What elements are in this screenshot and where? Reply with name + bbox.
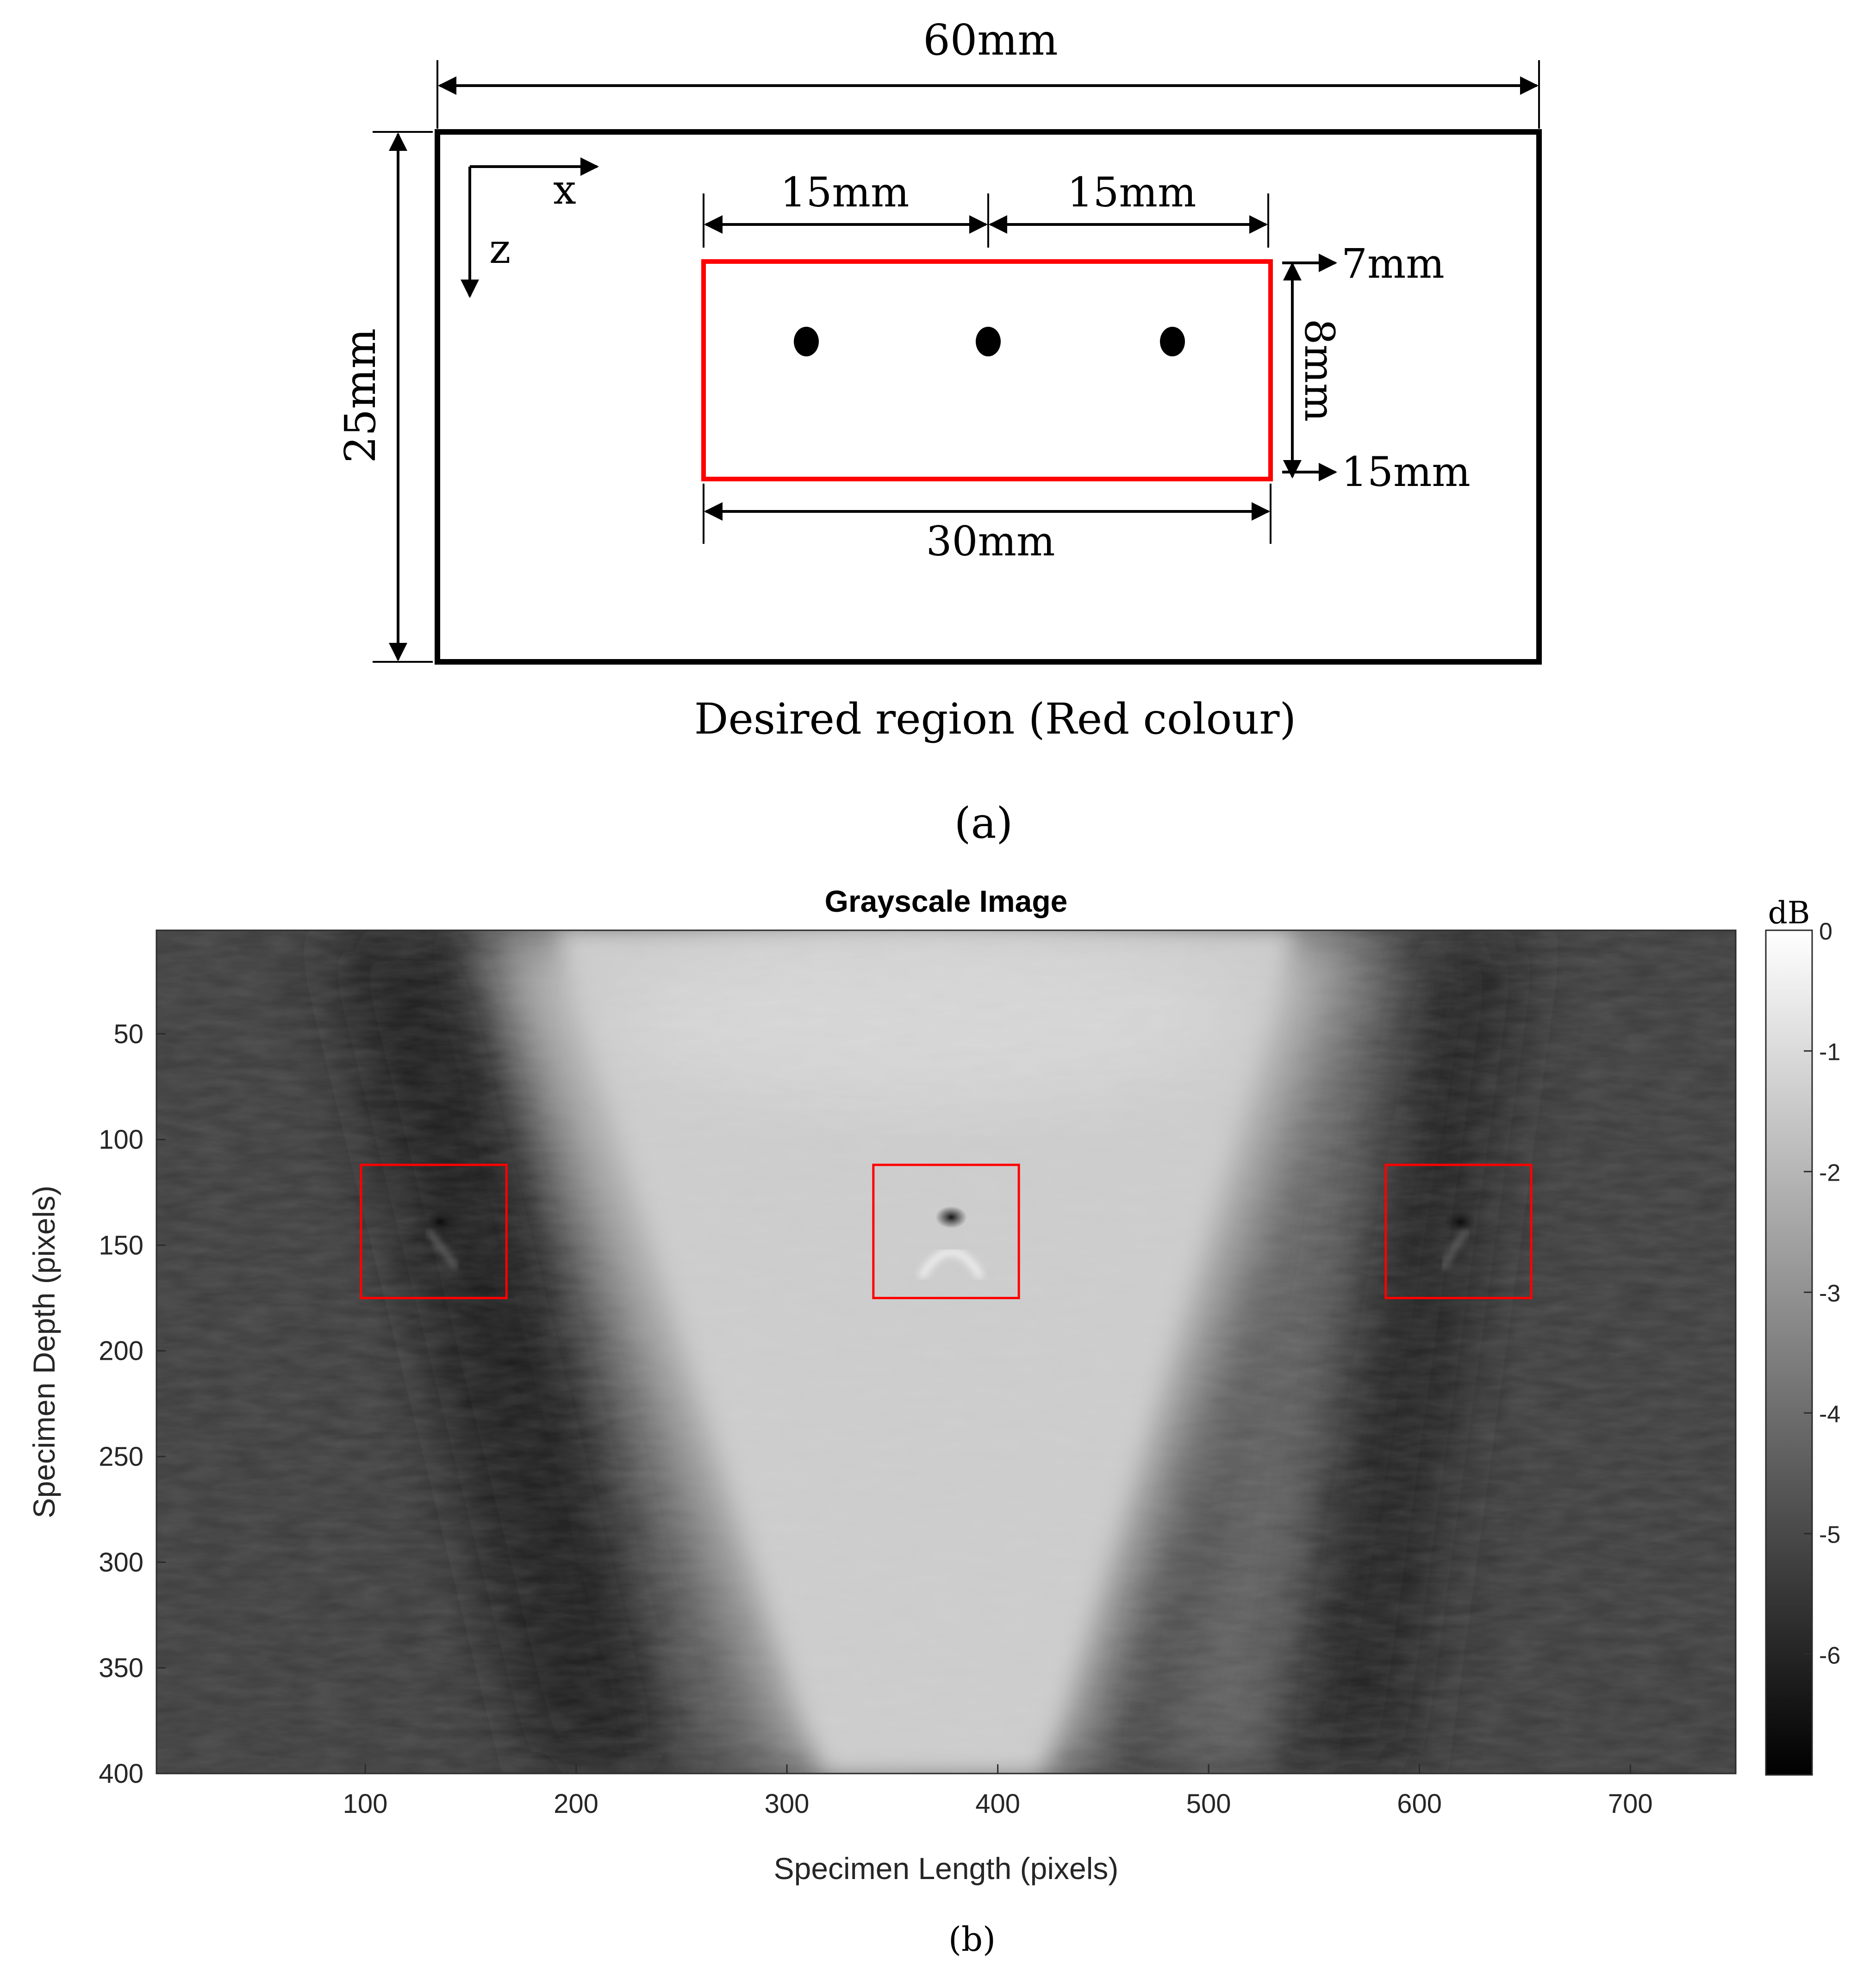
- colorbar-tick-label: -4: [1819, 1401, 1840, 1428]
- x-tick-label: 100: [343, 1789, 388, 1819]
- defect-1: [424, 1211, 456, 1233]
- roi-box-1: [360, 1164, 508, 1300]
- x-tick-label: 400: [975, 1789, 1020, 1819]
- x-tick-label: 600: [1397, 1789, 1442, 1819]
- roi-box-3: [1384, 1164, 1533, 1300]
- region-width-label: 30mm: [926, 517, 1055, 565]
- roi-boxes: [360, 1164, 1533, 1300]
- x-tick-label: 500: [1186, 1789, 1231, 1819]
- defect-3: [1445, 1211, 1476, 1233]
- y-tick-label: 400: [99, 1759, 143, 1789]
- panel-a: 60mm 25mm x z 15mm 15mm 30mm 8mm: [336, 15, 1542, 848]
- colorbar-tick-label: -6: [1819, 1642, 1840, 1669]
- left-gap-label: 15mm: [780, 168, 910, 216]
- y-axis: 50 100 150 200 250 300 350 400: [99, 1019, 166, 1789]
- defect-2: [935, 1206, 967, 1228]
- hole-3: [1160, 327, 1185, 356]
- y-tick-label: 200: [99, 1336, 143, 1366]
- y-tick-label: 300: [99, 1547, 143, 1577]
- y-axis-title: Specimen Depth (pixels): [27, 1186, 61, 1519]
- y-tick-label: 100: [99, 1125, 143, 1155]
- colorbar-label: dB: [1768, 895, 1810, 931]
- right-gap-label: 15mm: [1067, 168, 1197, 216]
- defect-indications: [424, 1206, 1476, 1279]
- roi-box-2: [872, 1164, 1020, 1300]
- bottom-depth-label: 15mm: [1341, 448, 1471, 496]
- colorbar-tick-label: -1: [1819, 1039, 1840, 1066]
- z-axis-label: z: [489, 225, 511, 273]
- panel-b: Grayscale Image: [27, 884, 1840, 1959]
- region-height-label: 8mm: [1296, 319, 1343, 422]
- panel-a-label: (a): [954, 798, 1013, 848]
- height-label: 25mm: [336, 328, 385, 463]
- hole-1: [794, 327, 819, 356]
- x-axis: 100 200 300 400 500 600 700: [343, 1764, 1653, 1819]
- x-tick-label: 700: [1608, 1789, 1653, 1819]
- region-caption: Desired region (Red colour): [694, 694, 1296, 744]
- heatmap-image: [156, 930, 1736, 1774]
- desired-region: [701, 259, 1273, 481]
- top-depth-label: 7mm: [1341, 240, 1445, 287]
- plot-frame: [156, 929, 1737, 1774]
- y-tick-label: 50: [113, 1019, 143, 1049]
- y-tick-label: 350: [99, 1653, 143, 1683]
- specimen-outline: [435, 129, 1542, 665]
- panel-b-label: (b): [948, 1920, 996, 1959]
- colorbar-tick-label: -2: [1819, 1159, 1840, 1186]
- y-tick-label: 250: [99, 1442, 143, 1472]
- colorbar-ticks: 0 -1 -2 -3 -4 -5 -6: [1804, 918, 1840, 1669]
- colorbar: [1765, 929, 1813, 1776]
- colorbar-tick-label: 0: [1819, 918, 1832, 945]
- chart-title: Grayscale Image: [825, 884, 1068, 918]
- x-axis-label: x: [553, 166, 576, 213]
- x-tick-label: 200: [554, 1789, 598, 1819]
- hole-2: [976, 327, 1001, 356]
- y-tick-label: 150: [99, 1230, 143, 1260]
- width-label: 60mm: [923, 15, 1058, 65]
- colorbar-tick-label: -3: [1819, 1280, 1840, 1307]
- colorbar-tick-label: -5: [1819, 1522, 1840, 1549]
- x-axis-title: Specimen Length (pixels): [774, 1851, 1119, 1886]
- x-tick-label: 300: [765, 1789, 810, 1819]
